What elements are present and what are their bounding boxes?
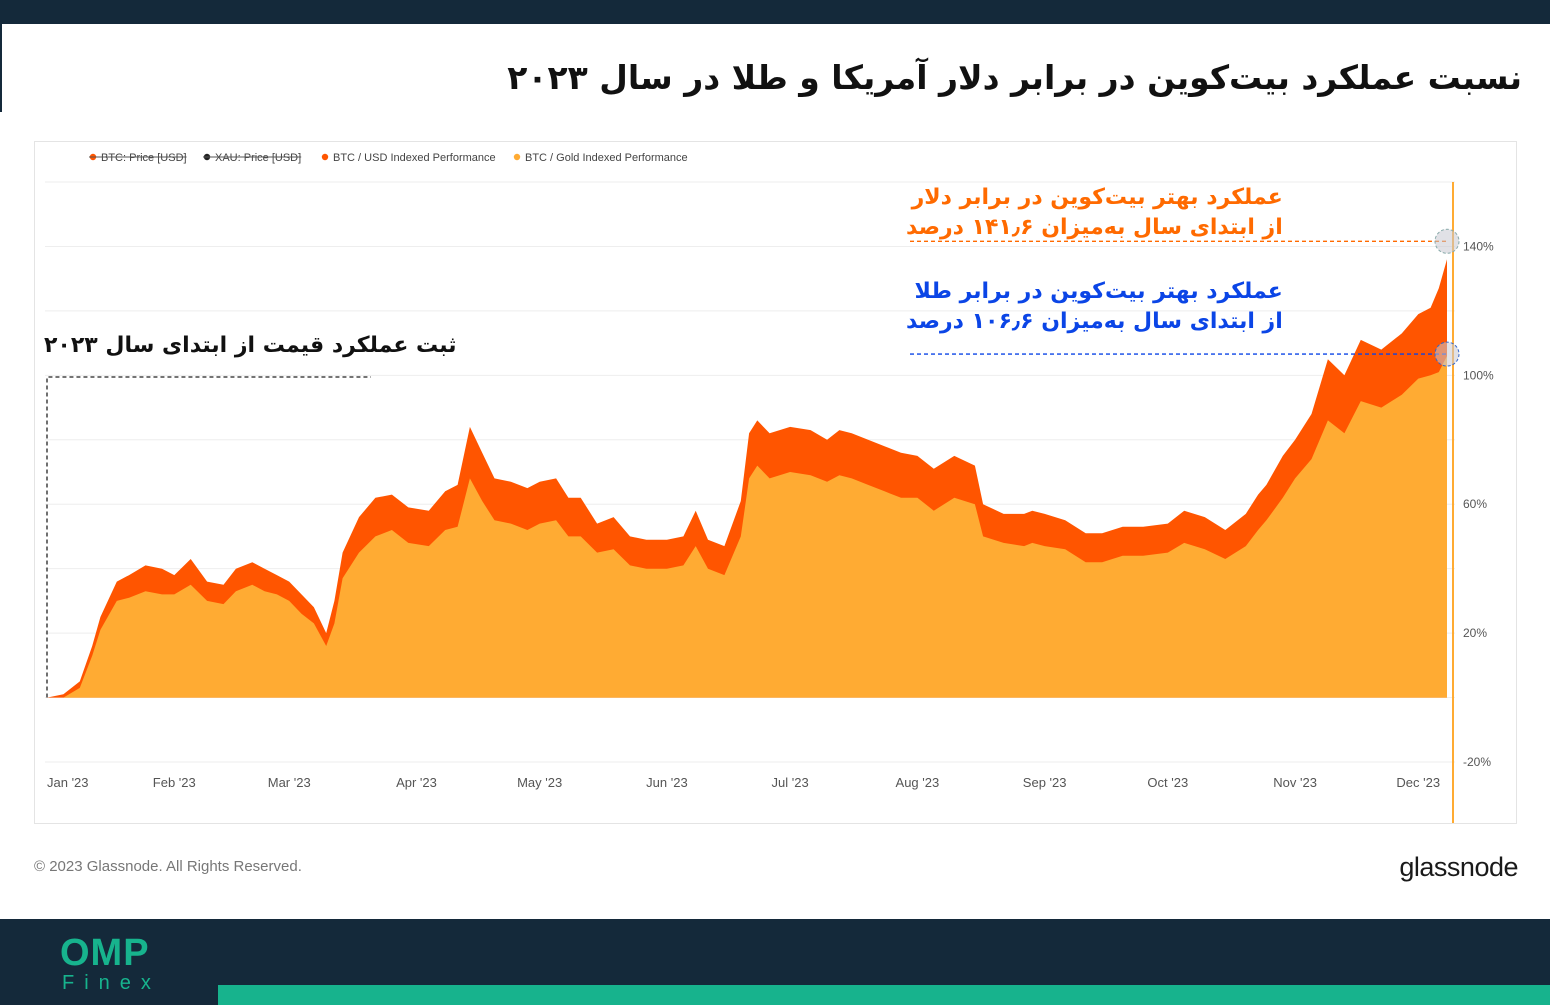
- brand-logo: OMP: [60, 932, 150, 974]
- x-axis: Jan '23 Feb '23 Mar '23 Apr '23 May '23 Jun '…: [47, 775, 1440, 790]
- y-tick-label: 60%: [1463, 497, 1487, 511]
- x-tick-label: Oct '23: [1147, 775, 1188, 790]
- legend-item: BTC / USD Indexed Performance: [321, 152, 496, 164]
- chart-legend: BTC: Price [USD] XAU: Price [USD] BTC / US…: [89, 152, 688, 164]
- annotation-guides: [46, 182, 1460, 823]
- y-tick-label: 20%: [1463, 626, 1487, 640]
- legend-label: XAU: Price [USD]: [215, 152, 301, 164]
- legend-dot: [513, 153, 521, 161]
- y-tick-label: 100%: [1463, 368, 1494, 382]
- x-tick-label: May '23: [517, 775, 562, 790]
- annotation-usd-line1: عملکرد بهتر بیت‌کوین در برابر دلار: [911, 185, 1283, 210]
- annotation-usd: عملکرد بهتر بیت‌کوین در برابر دلار از اب…: [906, 183, 1283, 243]
- usd-end-marker: [1434, 228, 1460, 254]
- x-tick-label: Jul '23: [772, 775, 809, 790]
- chart-frame: BTC: Price [USD] XAU: Price [USD] BTC / US…: [34, 141, 1517, 824]
- brand-logo-sub: Finex: [62, 972, 161, 994]
- y-tick-label: -20%: [1463, 755, 1491, 769]
- copyright-text: © 2023 Glassnode. All Rights Reserved.: [34, 858, 302, 875]
- glassnode-logo: glassnode: [1399, 852, 1518, 882]
- legend-label: BTC: Price [USD]: [101, 152, 187, 164]
- annotation-usd-line2: از ابتدای سال به‌میزان ۱۴۱٫۶ درصد: [906, 215, 1283, 240]
- legend-label: BTC / USD Indexed Performance: [333, 152, 496, 164]
- page-title: نسبت عملکرد بیت‌کوین در برابر دلار آمریک…: [507, 58, 1522, 97]
- x-tick-label: Dec '23: [1396, 775, 1440, 790]
- top-bar: [0, 0, 1550, 24]
- chart: BTC: Price [USD] XAU: Price [USD] BTC / US…: [45, 152, 1494, 823]
- x-tick-label: Feb '23: [153, 775, 196, 790]
- x-tick-label: Sep '23: [1023, 775, 1067, 790]
- y-axis: -20% 20% 60% 100% 140%: [1463, 239, 1494, 769]
- x-tick-label: Jun '23: [646, 775, 688, 790]
- series-area-btc-gold: [47, 356, 1447, 698]
- annotation-ytd: ثبت عملکرد قیمت از ابتدای سال ۲۰۲۳: [44, 333, 457, 358]
- x-tick-label: Apr '23: [396, 775, 437, 790]
- y-tick-label: 140%: [1463, 239, 1494, 253]
- legend-item: XAU: Price [USD]: [203, 152, 302, 164]
- legend-item: BTC / Gold Indexed Performance: [513, 152, 688, 164]
- x-tick-label: Mar '23: [268, 775, 311, 790]
- x-tick-label: Nov '23: [1273, 775, 1317, 790]
- chart-areas: [47, 259, 1447, 698]
- x-tick-label: Aug '23: [896, 775, 940, 790]
- gold-end-marker: [1434, 341, 1460, 367]
- left-edge-accent: [0, 24, 2, 112]
- legend-label: BTC / Gold Indexed Performance: [525, 152, 688, 164]
- annotation-gold-line2: از ابتدای سال به‌میزان ۱۰۶٫۶ درصد: [906, 309, 1283, 334]
- annotation-gold-line1: عملکرد بهتر بیت‌کوین در برابر طلا: [914, 279, 1283, 304]
- footer-accent-bar: [218, 985, 1550, 1005]
- ytd-bracket: [46, 376, 371, 698]
- legend-item: BTC: Price [USD]: [89, 152, 187, 164]
- annotation-gold: عملکرد بهتر بیت‌کوین در برابر طلا از ابت…: [906, 277, 1283, 337]
- legend-dot: [321, 153, 329, 161]
- x-tick-label: Jan '23: [47, 775, 89, 790]
